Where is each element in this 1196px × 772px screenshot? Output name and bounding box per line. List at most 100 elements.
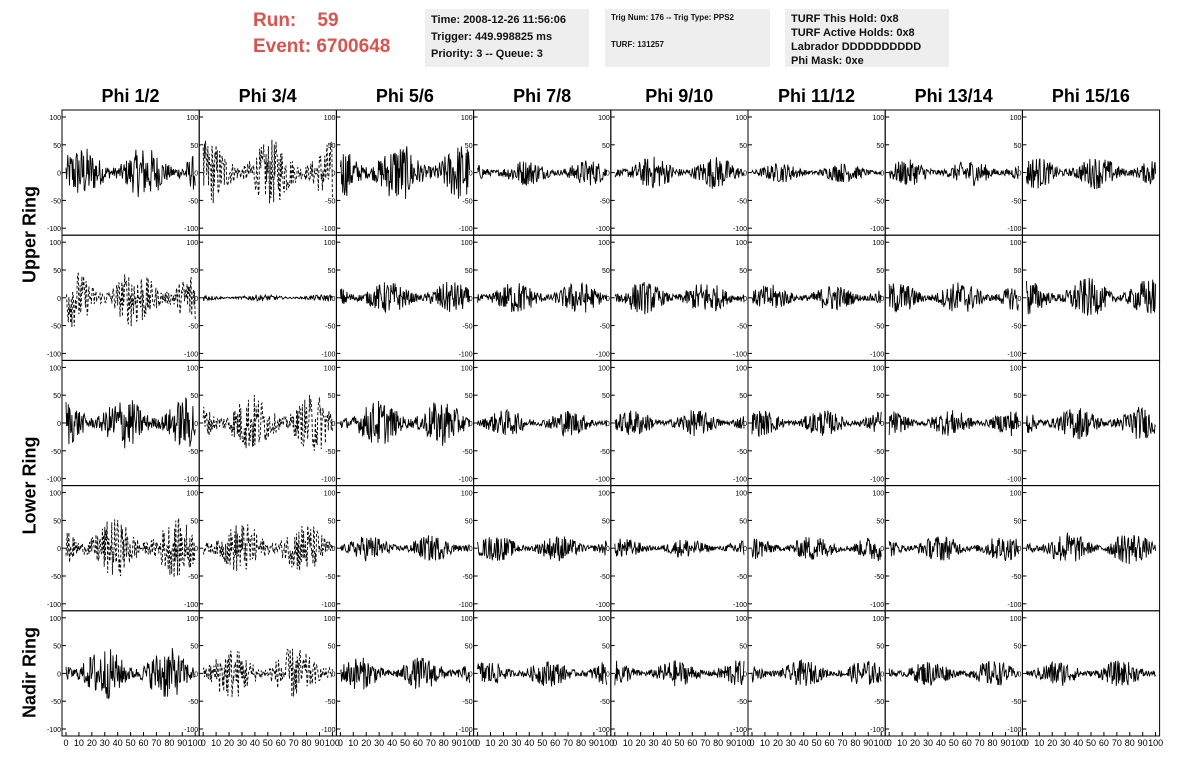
y-tick-label: 100 [598,240,610,247]
x-tick-label: 60 [1099,738,1109,748]
waveform-line [477,160,608,186]
y-tick-label: -100 [321,226,335,233]
y-tick-label: -100 [184,602,198,609]
y-tick-label: -50 [188,699,198,706]
waveform-line [477,408,608,438]
y-tick-label: 0 [331,171,335,178]
y-tick-label: -50 [874,198,884,205]
y-tick-label: -100 [596,351,610,358]
y-tick-label: 0 [880,296,884,303]
y-tick-label: 0 [469,546,473,553]
x-tick-label: 80 [302,738,312,748]
y-tick-label: -50 [874,574,884,581]
x-tick-label: 40 [1073,738,1083,748]
waveform-line [202,139,333,204]
x-tick-label: 50 [949,738,959,748]
x-tick-label: 70 [289,738,299,748]
x-tick-label: 30 [786,738,796,748]
x-tick-label: 20 [1047,738,1057,748]
waveform-line [614,156,745,189]
waveform-line [202,293,333,302]
trigger-text: Trigger: 449.998825 ms [431,31,553,43]
y-tick-label: 0 [57,671,61,678]
y-tick-label: 100 [461,616,473,623]
column-header: Phi 3/4 [238,86,297,106]
x-tick-label: 90 [177,738,187,748]
x-tick-label: 10 [74,738,84,748]
waveform-panel: 100 50 0 -50 -100 [733,234,886,361]
x-tick-label: 40 [799,738,809,748]
y-tick-label: -50 [51,324,61,331]
x-tick-label: 10 [623,738,633,748]
y-tick-label: 100 [598,115,610,122]
x-tick-label: 100 [1148,738,1163,748]
y-tick-label: 100 [187,365,199,372]
waveform-line [339,535,470,562]
y-tick-label: 0 [331,671,335,678]
y-tick-label: -100 [459,477,473,484]
y-tick-label: -50 [462,574,472,581]
x-tick-label: 0 [612,738,617,748]
x-tick-label: 80 [713,738,723,748]
waveform-line [1025,660,1156,686]
y-tick-label: 50 [328,518,336,525]
x-tick-label: 40 [524,738,534,748]
y-tick-label: 100 [598,616,610,623]
x-tick-label: 70 [426,738,436,748]
y-tick-label: -100 [47,226,61,233]
waveform-panel: 100 50 0 -50 -100 [870,234,1023,361]
x-tick-label: 80 [439,738,449,748]
priority-text: Priority: 3 -- Queue: 3 [431,48,543,60]
waveform-panel: 100 50 0 -50 -100 [184,109,337,236]
x-tick-label: 60 [550,738,560,748]
labrador-text: Labrador DDDDDDDDDD [791,41,922,53]
y-tick-label: -50 [737,449,747,456]
y-tick-label: 0 [1017,671,1021,678]
x-tick-label: 10 [760,738,770,748]
y-tick-label: 0 [57,546,61,553]
x-tick-label: 80 [576,738,586,748]
waveform-line [339,281,471,314]
x-tick-label: 20 [224,738,234,748]
x-tick-label: 60 [413,738,423,748]
waveform-line [1025,158,1157,190]
y-tick-label: 100 [461,491,473,498]
y-tick-label: -50 [325,699,335,706]
y-tick-label: 50 [328,393,336,400]
y-tick-label: -100 [733,727,747,734]
y-tick-label: 0 [743,296,747,303]
x-tick-label: 20 [361,738,371,748]
waveform-line [614,410,745,437]
x-tick-label: 90 [314,738,324,748]
y-tick-label: 100 [324,616,336,623]
x-tick-label: 30 [100,738,110,748]
y-tick-label: 0 [331,546,335,553]
y-tick-label: -100 [870,351,884,358]
trig-num-text: Trig Num: 176 -- Trig Type: PPS2 [611,13,734,22]
x-tick-label: 70 [975,738,985,748]
y-tick-label: 50 [739,518,747,525]
y-tick-label: -100 [47,727,61,734]
y-tick-label: 100 [1010,115,1022,122]
y-tick-label: 100 [735,491,747,498]
column-header: Phi 15/16 [1051,86,1130,106]
y-tick-label: -100 [184,727,198,734]
waveform-line [65,272,196,328]
x-tick-label: 70 [563,738,573,748]
x-tick-label: 80 [1125,738,1135,748]
y-tick-label: -100 [596,477,610,484]
y-tick-label: -100 [321,351,335,358]
y-tick-label: -50 [600,449,610,456]
y-tick-label: -50 [51,449,61,456]
y-tick-label: 0 [1017,296,1021,303]
y-tick-label: -50 [188,449,198,456]
y-tick-label: 0 [880,546,884,553]
x-tick-label: 100 [1011,738,1026,748]
y-tick-label: 100 [49,115,61,122]
y-tick-label: 0 [606,671,610,678]
y-tick-label: -50 [874,449,884,456]
y-tick-label: -100 [184,351,198,358]
y-tick-label: -50 [325,449,335,456]
y-tick-label: 0 [743,171,747,178]
x-tick-label: 80 [988,738,998,748]
